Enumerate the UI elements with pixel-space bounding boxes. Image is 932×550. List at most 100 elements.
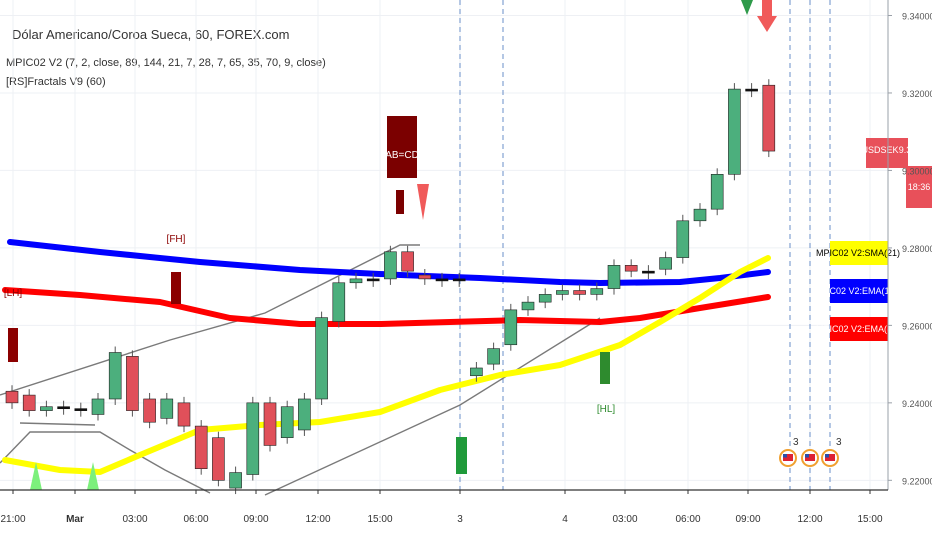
x-tick-label: 21:00 <box>0 514 25 525</box>
ma-label: MPIC02 V2:EMA(144) <box>813 286 902 296</box>
countdown: 18:36 <box>908 182 931 192</box>
ma-line-sma21 <box>2 255 771 475</box>
candle-down <box>126 356 139 411</box>
candle-up <box>108 352 122 400</box>
flag-canton <box>825 454 829 458</box>
candle-down <box>418 274 432 280</box>
candle-down <box>194 425 208 469</box>
x-tick-label: 09:00 <box>243 514 268 525</box>
ma-label-bg <box>830 241 888 265</box>
fractal-low-bar <box>600 352 610 384</box>
candle-up <box>607 265 621 289</box>
x-tick-label: 06:00 <box>675 514 700 525</box>
candle-up <box>728 88 741 175</box>
us-flag-icon <box>821 449 839 467</box>
fractal-lh-bar <box>8 328 18 362</box>
flag-stripes <box>825 454 835 461</box>
candle-up <box>280 406 294 439</box>
fractal-lh-label: [LH] <box>4 288 23 299</box>
candle-up <box>745 88 758 92</box>
price-symbol: USDSEK <box>861 145 898 155</box>
ma-line-ema144 <box>7 239 771 286</box>
event-count: 3 <box>793 437 799 448</box>
candle-up <box>659 257 672 270</box>
candle-down <box>624 265 638 272</box>
candle-down <box>57 406 70 410</box>
candle-up <box>366 278 380 282</box>
candle-up <box>160 398 174 419</box>
x-tick-label: 12:00 <box>305 514 330 525</box>
candle-down <box>401 251 414 272</box>
ma-line-ema89 <box>2 287 771 327</box>
y-tick-label: 9.26000 <box>902 321 932 331</box>
candle-up <box>332 282 346 322</box>
ma-label: MPIC02 V2:EMA(89) <box>816 324 900 334</box>
candle-up <box>315 317 328 400</box>
indicator-legend-fractals[interactable]: [RS]Fractals V9 (60) <box>6 76 106 88</box>
candle-down <box>143 398 156 423</box>
candle-up <box>435 278 449 282</box>
abcd-bar <box>396 190 404 214</box>
y-tick-label: 9.30000 <box>902 166 932 176</box>
candle-down <box>762 84 776 152</box>
indicator-legend-mpic[interactable]: MPIC02 V2 (7, 2, close, 89, 144, 21, 7, … <box>6 57 326 69</box>
flag-canton <box>805 454 809 458</box>
fractal-high-label: [FH] <box>167 234 186 245</box>
candles <box>5 79 776 495</box>
candle-down <box>263 402 277 446</box>
green-arrow-icon <box>741 0 753 15</box>
x-tick-label: 15:00 <box>367 514 392 525</box>
candle-up <box>298 398 311 431</box>
x-tick-label: 09:00 <box>735 514 760 525</box>
candle-up <box>229 472 242 489</box>
buy-arrow-icon <box>87 462 99 490</box>
candle-up <box>40 406 53 411</box>
candle-down <box>22 394 36 411</box>
candle-up <box>693 208 707 222</box>
channel-line <box>264 317 601 496</box>
y-tick-label: 9.32000 <box>902 89 932 99</box>
abcd-label: AB=CD <box>385 150 419 161</box>
y-tick-label: 9.34000 <box>902 11 932 21</box>
x-tick-label: 3 <box>457 514 463 525</box>
candle-down <box>212 437 225 481</box>
sell-arrow-icon <box>417 184 429 220</box>
candle-up <box>246 402 260 475</box>
x-tick-label: 03:00 <box>612 514 637 525</box>
candle-up <box>590 288 604 295</box>
candle-up <box>504 309 518 346</box>
red-arrow-icon <box>757 0 777 32</box>
candle-up <box>676 220 690 258</box>
candle-up <box>91 398 105 415</box>
price-label-bg <box>866 138 908 168</box>
countdown-bg <box>906 166 932 208</box>
x-tick-label: 4 <box>562 514 568 525</box>
channel-line <box>19 422 96 426</box>
candle-down <box>74 408 88 411</box>
y-tick-label: 9.22000 <box>902 476 932 486</box>
candle-up <box>384 251 397 280</box>
us-flag-icon <box>801 449 819 467</box>
candle-down <box>5 390 19 404</box>
x-tick-label: 12:00 <box>797 514 822 525</box>
ma-label-bg <box>830 317 888 341</box>
candle-up <box>538 294 552 303</box>
us-flag-icon <box>779 449 797 467</box>
buy-arrow-icon <box>30 462 42 490</box>
fractal-low-bar-2 <box>456 437 467 474</box>
candle-up <box>710 174 724 210</box>
x-tick-label: 06:00 <box>183 514 208 525</box>
y-tick-label: 9.28000 <box>902 244 932 254</box>
candle-up <box>452 278 466 282</box>
candle-up <box>556 290 569 295</box>
x-tick-label: 15:00 <box>857 514 882 525</box>
candle-down <box>573 290 586 295</box>
ma-label: MPIC02 V2:SMA(21) <box>816 248 900 258</box>
candle-up <box>487 348 500 365</box>
symbol-title: Dólar Americano/Coroa Sueca, 60, FOREX.c… <box>12 27 290 42</box>
candle-up <box>349 278 363 284</box>
fractal-low-label: [HL] <box>597 404 616 415</box>
fractal-high-bar <box>171 272 181 304</box>
y-tick-label: 9.24000 <box>902 399 932 409</box>
